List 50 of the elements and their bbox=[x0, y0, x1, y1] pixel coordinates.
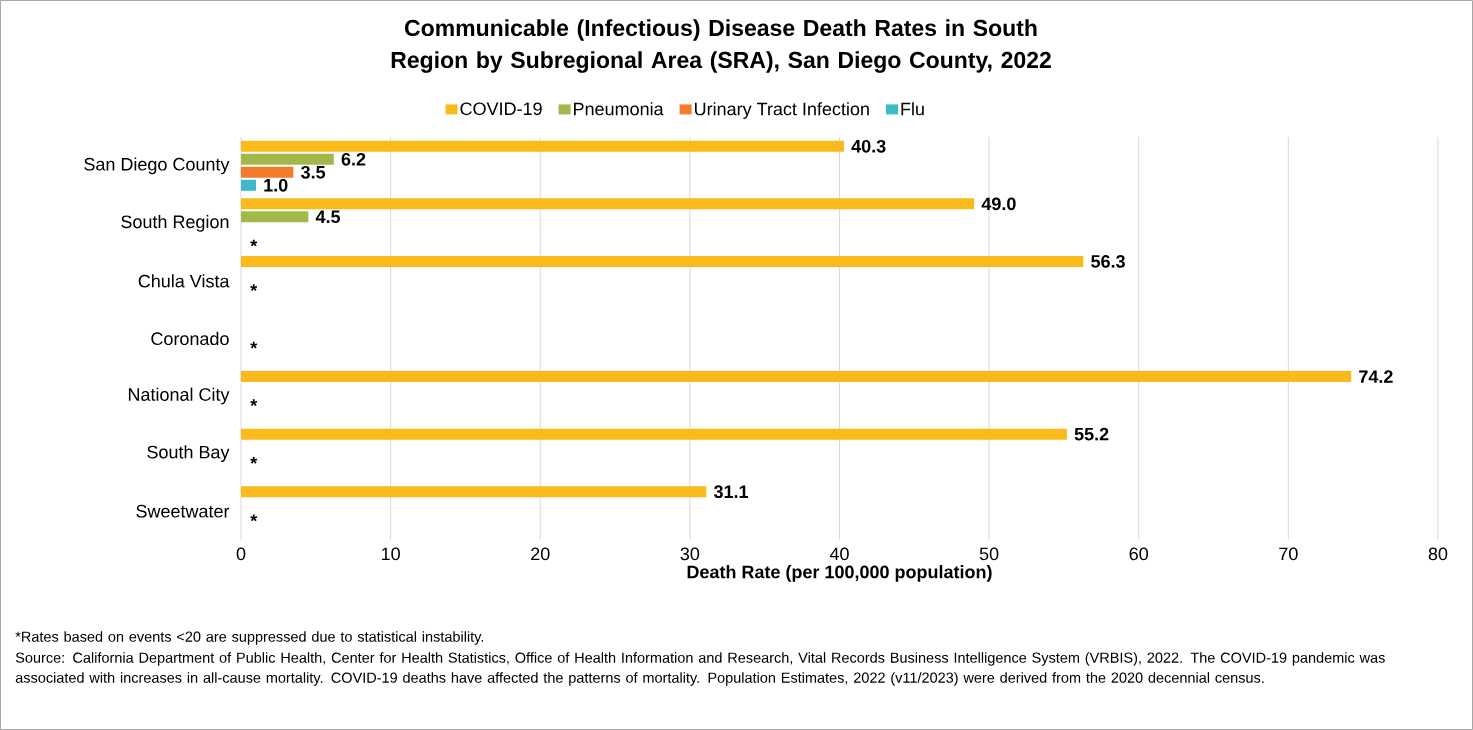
data-label: 40.3 bbox=[851, 139, 886, 153]
data-label: 1.0 bbox=[264, 178, 288, 192]
x-tick-label: 30 bbox=[680, 547, 700, 561]
y-tick-label: Coronado bbox=[151, 331, 229, 346]
x-tick-label: 40 bbox=[829, 547, 849, 561]
x-tick-label: 60 bbox=[1129, 547, 1149, 561]
bar bbox=[241, 371, 1352, 383]
bar bbox=[241, 486, 707, 498]
data-label: 55.2 bbox=[1074, 427, 1109, 441]
text: * bbox=[250, 341, 258, 349]
y-tick-label: South Bay bbox=[147, 445, 230, 463]
y-tick-label: Chula Vista bbox=[138, 274, 230, 288]
x-axis-title: Death Rate (per 100,000 population) bbox=[687, 565, 992, 582]
y-tick-label: San Diego County bbox=[84, 157, 230, 175]
x-tick-label: 50 bbox=[979, 547, 999, 561]
data-label: 56.3 bbox=[1091, 255, 1125, 268]
legend-label: COVID-19 bbox=[460, 102, 542, 116]
chart-title: Communicable (Infectious) Disease Death Rates in South Region by Subregional Area (SRA), San Diego County, 2022 bbox=[391, 19, 1051, 73]
data-label: 3.5 bbox=[300, 165, 326, 179]
x-tick-label: 10 bbox=[382, 547, 400, 561]
data-label: 4.5 bbox=[315, 210, 341, 224]
bar bbox=[241, 179, 256, 191]
text: * bbox=[250, 284, 258, 291]
y-tick-label: Sweetwater bbox=[136, 504, 230, 518]
bar bbox=[241, 153, 334, 165]
x-tick-label: 20 bbox=[531, 547, 550, 561]
y-tick-label: South Region bbox=[121, 214, 229, 232]
x-tick-label: 70 bbox=[1279, 547, 1298, 561]
bar bbox=[241, 198, 975, 210]
text: * bbox=[250, 399, 258, 407]
text: * bbox=[250, 456, 258, 464]
text: * bbox=[250, 514, 258, 522]
x-tick-label: 80 bbox=[1428, 547, 1448, 561]
y-tick-label: National City bbox=[128, 387, 230, 405]
data-label: 31.1 bbox=[713, 485, 749, 499]
legend-label: Urinary Tract Infection bbox=[694, 102, 869, 119]
data-label: 49.0 bbox=[981, 197, 1016, 211]
source-note: Source: California Department of Public Health, Center for Health Statistics, Office of Health Information and Research, Vital Records Business Intelligence System (VRBIS), 2022. The COVID-19 pandemic was associated with increases in all-cause mortality. COVID-19 deaths have affected the patterns of mortality. Population Estimates, 2022 (v11/2023) were derived from the 2020 decennial census. bbox=[15, 652, 1385, 686]
bar bbox=[241, 166, 294, 178]
data-label: 74.2 bbox=[1359, 370, 1393, 383]
legend-label: Flu bbox=[901, 102, 924, 116]
legend-label: Pneumonia bbox=[574, 102, 664, 116]
x-tick-label: 0 bbox=[236, 547, 246, 561]
bar bbox=[241, 428, 1067, 440]
text: * bbox=[250, 239, 258, 247]
text: *Rates based on events <20 are suppressed due to statistical instability. bbox=[15, 631, 484, 645]
bar bbox=[241, 140, 844, 152]
data-label: 6.2 bbox=[341, 152, 366, 166]
bar bbox=[241, 211, 309, 223]
bar bbox=[241, 255, 1084, 267]
